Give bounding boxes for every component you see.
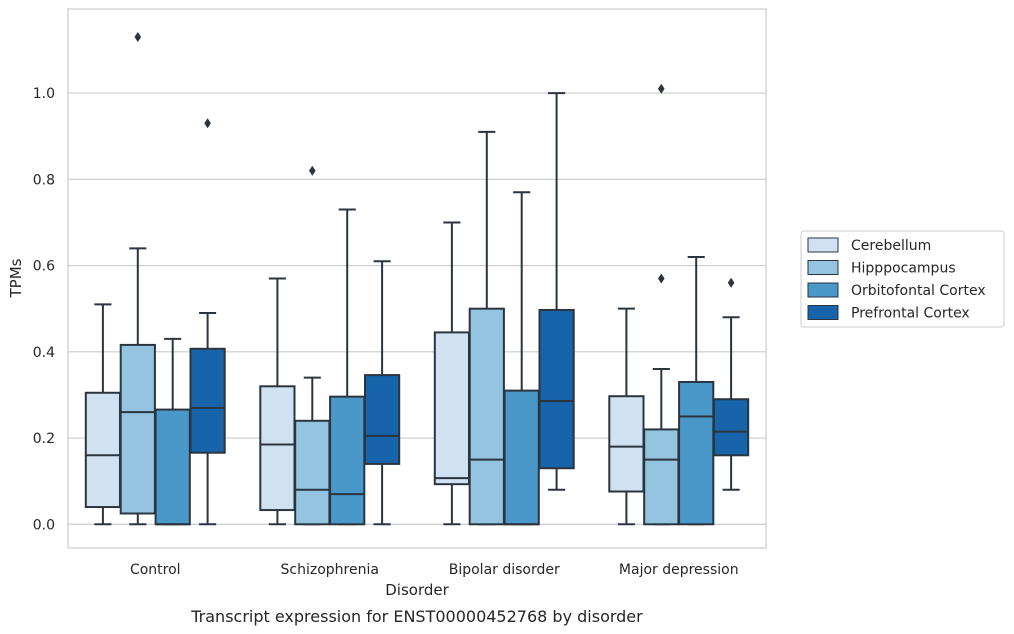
y-tick-label: 0.0 [33, 517, 55, 533]
box-body [363, 374, 401, 465]
outlier-point [658, 273, 665, 284]
x-tick-label: Major depression [619, 562, 739, 578]
legend-frame [800, 230, 1005, 328]
box-body [712, 398, 750, 457]
box-body [259, 385, 296, 512]
outlier-point [134, 32, 142, 43]
box-1-4 [189, 118, 226, 526]
box-4-3 [678, 255, 715, 526]
box-3-4 [538, 92, 575, 491]
y-tick-labels: 0.0 0.2 0.4 0.6 0.8 1.0 [33, 86, 55, 533]
chart-caption: Transcript expression for ENST0000045276… [190, 607, 643, 626]
box-2-2 [294, 165, 331, 526]
box-body [678, 380, 715, 526]
x-tick-label: Schizophrenia [281, 562, 379, 578]
legend-swatch [807, 260, 839, 275]
x-axis-label: Disorder [385, 581, 449, 599]
box-body [154, 408, 191, 526]
outlier-point [658, 83, 665, 94]
legend-label: Cerebellum [851, 238, 931, 254]
box-body [119, 343, 156, 515]
legend-swatch [807, 237, 839, 253]
box-4-1 [608, 307, 645, 526]
box-body [643, 428, 680, 526]
box-3-2 [468, 130, 505, 526]
y-axis-label: TPMs [7, 258, 25, 298]
box-3-1 [433, 221, 471, 526]
box-body [538, 308, 575, 470]
legend-label: Orbitofontal Cortex [851, 283, 986, 299]
legend-label: Hipppocampus [851, 261, 956, 277]
box-2-4 [363, 260, 401, 526]
legend-swatch [807, 282, 839, 298]
outlier-point [309, 165, 316, 176]
legend-swatch [807, 305, 839, 320]
box-body [189, 347, 226, 454]
plot-frame [67, 8, 767, 549]
x-tick-label: Control [130, 562, 181, 578]
legend-label: Prefrontal Cortex [851, 306, 970, 322]
box-body [329, 395, 366, 526]
box-body [294, 419, 331, 526]
box-4-2 [643, 83, 680, 526]
box-4-4 [712, 277, 750, 491]
boxes [84, 32, 750, 526]
box-1-2 [119, 32, 156, 526]
x-tick-label: Bipolar disorder [449, 562, 560, 578]
y-tick-label: 0.6 [33, 259, 55, 275]
outlier-point [204, 118, 211, 129]
box-3-3 [503, 191, 540, 526]
x-tick-labels: Control Schizophrenia Bipolar disorder Majo… [130, 562, 739, 578]
box-body [468, 307, 505, 526]
box-body [608, 395, 645, 493]
box-1-1 [84, 303, 122, 526]
box-2-1 [259, 277, 296, 526]
y-tick-label: 0.8 [33, 172, 55, 188]
y-tick-label: 0.2 [33, 431, 55, 447]
y-tick-label: 1.0 [33, 86, 55, 102]
y-tick-label: 0.4 [33, 345, 55, 361]
legend: Cerebellum Hipppocampus Orbitofontal Corte… [800, 230, 1005, 328]
box-body [84, 391, 122, 509]
outlier-point [727, 277, 735, 288]
box-body [433, 331, 471, 486]
box-1-3 [154, 337, 191, 526]
box-body [503, 389, 540, 526]
box-2-3 [329, 208, 366, 526]
